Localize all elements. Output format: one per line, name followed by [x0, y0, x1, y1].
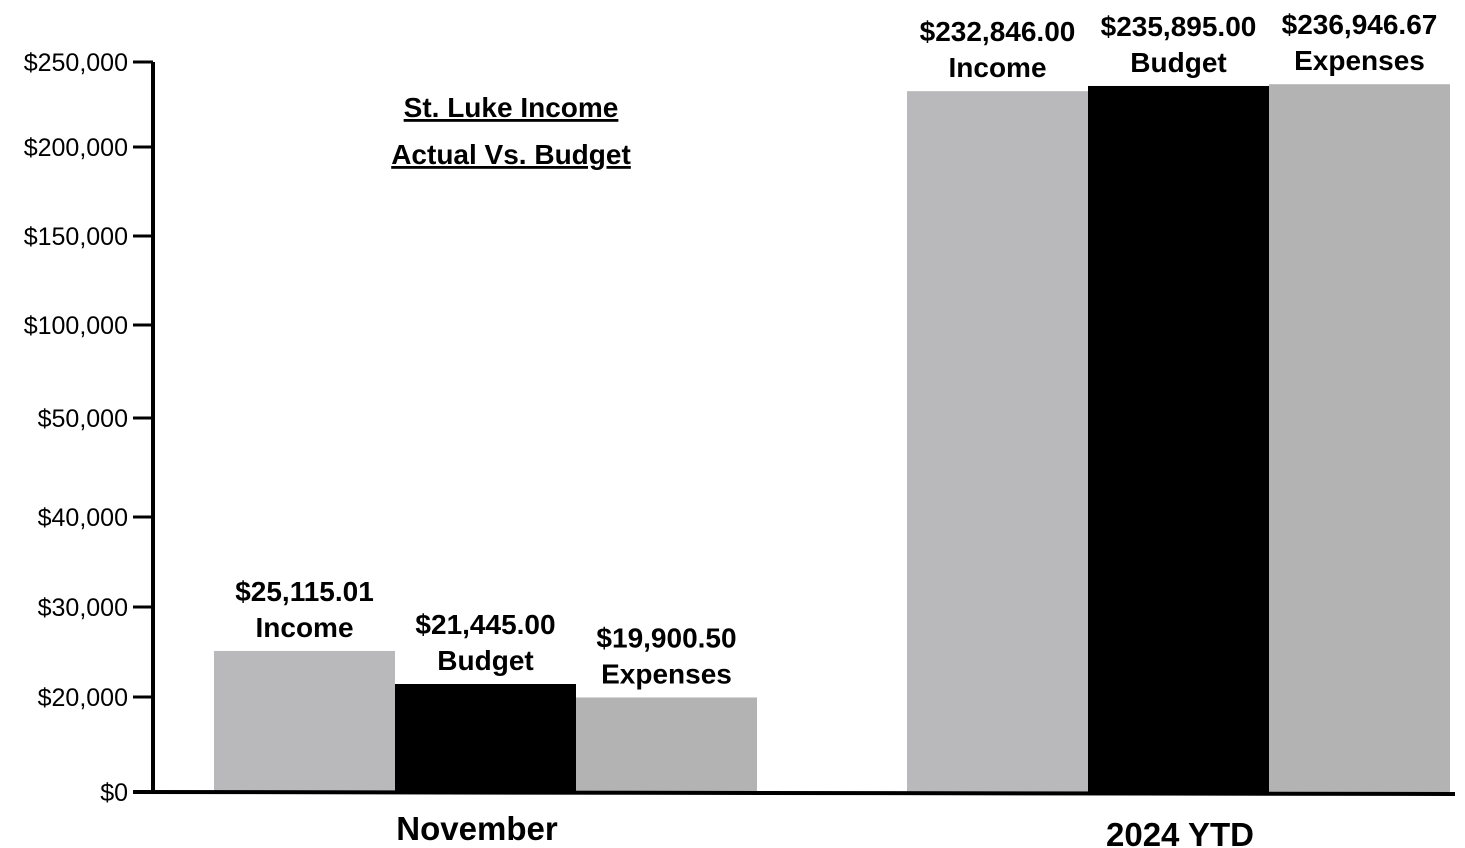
x-axis-line [132, 790, 1456, 796]
chart-title-line-1: St. Luke Income [404, 92, 619, 123]
bar-income-1 [907, 91, 1088, 792]
data-label-series: Income [255, 612, 353, 643]
y-axis: $0 $20,000 $30,000 $40,000 $50,000 $100,000 $1… [24, 49, 155, 807]
bar-expenses-0 [576, 697, 757, 792]
chart-title: St. Luke Income Actual Vs. Budget [391, 92, 631, 170]
y-tick-label: $20,000 [38, 684, 128, 712]
chart-title-line-2: Actual Vs. Budget [391, 139, 631, 170]
x-axis-categories: November 2024 YTD [396, 810, 1254, 848]
data-label-value: $236,946.67 [1282, 9, 1438, 40]
bar-income-0 [214, 650, 395, 792]
y-tick-label: $100,000 [24, 312, 128, 340]
y-tick-label: $0 [100, 779, 128, 807]
y-tick-label: $50,000 [38, 405, 128, 433]
data-label-series: Budget [1130, 47, 1226, 78]
data-label-value: $25,115.01 [235, 576, 374, 607]
bar-expenses-1 [1269, 84, 1450, 792]
y-tick-label: $150,000 [24, 223, 128, 251]
data-label-value: $235,895.00 [1101, 11, 1257, 42]
data-label-series: Expenses [601, 658, 732, 689]
data-label-series: Expenses [1294, 45, 1425, 76]
bars [132, 84, 1456, 796]
y-tick-label: $40,000 [38, 504, 128, 532]
bar-budget-0 [395, 683, 576, 792]
category-label: 2024 YTD [1106, 816, 1254, 848]
y-tick-label: $200,000 [24, 134, 128, 162]
y-tick-label: $30,000 [38, 594, 128, 622]
data-labels: $25,115.01 Income $21,445.00 Budget $19,900.… [235, 9, 1437, 689]
bar-budget-1 [1088, 85, 1269, 792]
data-label-value: $21,445.00 [415, 609, 555, 640]
y-tick-label: $250,000 [24, 49, 128, 77]
data-label-value: $19,900.50 [596, 622, 736, 653]
data-label-series: Budget [437, 645, 533, 676]
data-label-value: $232,846.00 [920, 16, 1076, 47]
category-label: November [396, 810, 558, 847]
data-label-series: Income [948, 52, 1046, 83]
